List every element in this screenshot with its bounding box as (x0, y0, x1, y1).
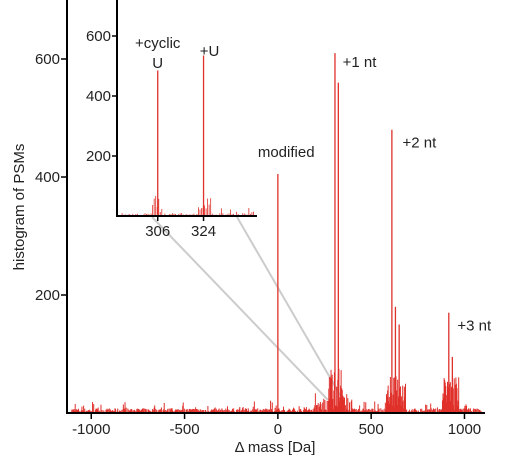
zoom-connector-lines (151, 216, 344, 401)
inset-peak-annotation: +cyclic (135, 35, 181, 52)
inset-plot: 306 324 200 400 600 +cyclic U +U (86, 0, 257, 240)
x-tick-label: 0 (274, 421, 282, 438)
inset-background (117, 0, 257, 216)
inset-y-tick-label: 600 (86, 28, 111, 45)
inset-peak-annotation: +U (200, 43, 220, 60)
y-tick-label: 600 (35, 51, 60, 68)
x-tick-label: -500 (170, 421, 200, 438)
inset-y-tick-label: 400 (86, 88, 111, 105)
inset-y-tick-label: 200 (86, 148, 111, 165)
inset-annotations: +cyclic U +U (135, 35, 219, 72)
main-x-ticks: -1000 -500 0 500 1000 (72, 413, 481, 438)
y-tick-label: 200 (35, 287, 60, 304)
main-y-ticks: 200 400 600 (35, 51, 67, 304)
y-axis-title: histogram of PSMs (11, 144, 28, 271)
inset-x-ticks: 306 324 (145, 216, 216, 240)
peak-annotation: +2 nt (402, 135, 437, 152)
zoom-connector-right (236, 216, 344, 401)
x-tick-label: -1000 (72, 421, 110, 438)
inset-y-ticks: 200 400 600 (86, 28, 117, 165)
main-annotations: unmodified +1 nt +2 nt +3 nt (241, 54, 492, 334)
inset-x-tick-label: 324 (191, 223, 216, 240)
peak-annotation: +3 nt (457, 317, 492, 334)
peak-annotation: +1 nt (343, 54, 378, 71)
x-tick-label: 500 (359, 421, 384, 438)
x-axis-title: Δ mass [Da] (235, 439, 316, 456)
inset-peak-annotation: U (152, 55, 163, 72)
y-tick-label: 400 (35, 169, 60, 186)
peak-annotation: unmodified (241, 144, 314, 161)
zoom-connector-left (151, 216, 329, 401)
x-tick-label: 1000 (448, 421, 481, 438)
inset-x-tick-label: 306 (145, 223, 170, 240)
